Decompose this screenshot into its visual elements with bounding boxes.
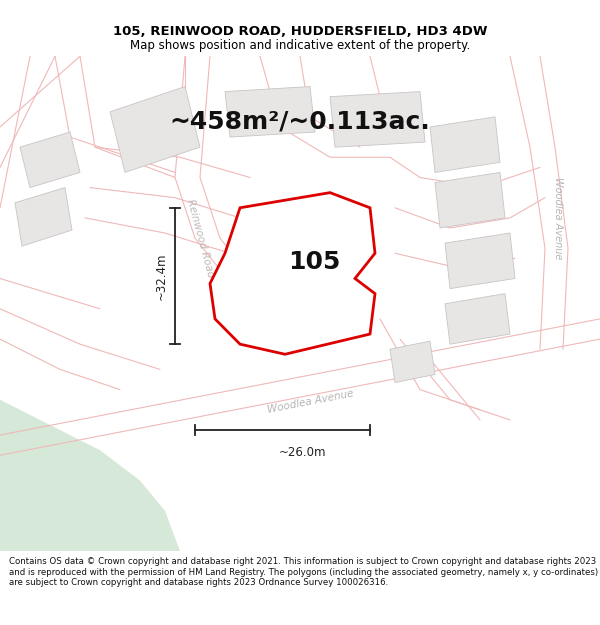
Text: 105: 105 <box>288 249 340 274</box>
Polygon shape <box>390 341 435 382</box>
Polygon shape <box>445 294 510 344</box>
Polygon shape <box>330 92 425 147</box>
Polygon shape <box>110 86 200 173</box>
Polygon shape <box>445 233 515 289</box>
Polygon shape <box>20 132 80 188</box>
Text: Woodlea Avenue: Woodlea Avenue <box>266 389 354 415</box>
Text: ~26.0m: ~26.0m <box>279 446 326 459</box>
Polygon shape <box>435 173 505 228</box>
Text: ~32.4m: ~32.4m <box>155 253 167 300</box>
Text: Map shows position and indicative extent of the property.: Map shows position and indicative extent… <box>130 39 470 51</box>
Polygon shape <box>430 117 500 172</box>
Text: 105, REINWOOD ROAD, HUDDERSFIELD, HD3 4DW: 105, REINWOOD ROAD, HUDDERSFIELD, HD3 4D… <box>113 25 487 38</box>
Text: Reinwood Road: Reinwood Road <box>185 198 215 279</box>
Polygon shape <box>225 86 315 137</box>
Text: Contains OS data © Crown copyright and database right 2021. This information is : Contains OS data © Crown copyright and d… <box>9 558 598 588</box>
Polygon shape <box>15 188 72 246</box>
Text: ~458m²/~0.113ac.: ~458m²/~0.113ac. <box>170 110 430 134</box>
Text: Woodlea Avenue: Woodlea Avenue <box>553 177 563 259</box>
Polygon shape <box>210 192 375 354</box>
Polygon shape <box>0 400 180 551</box>
